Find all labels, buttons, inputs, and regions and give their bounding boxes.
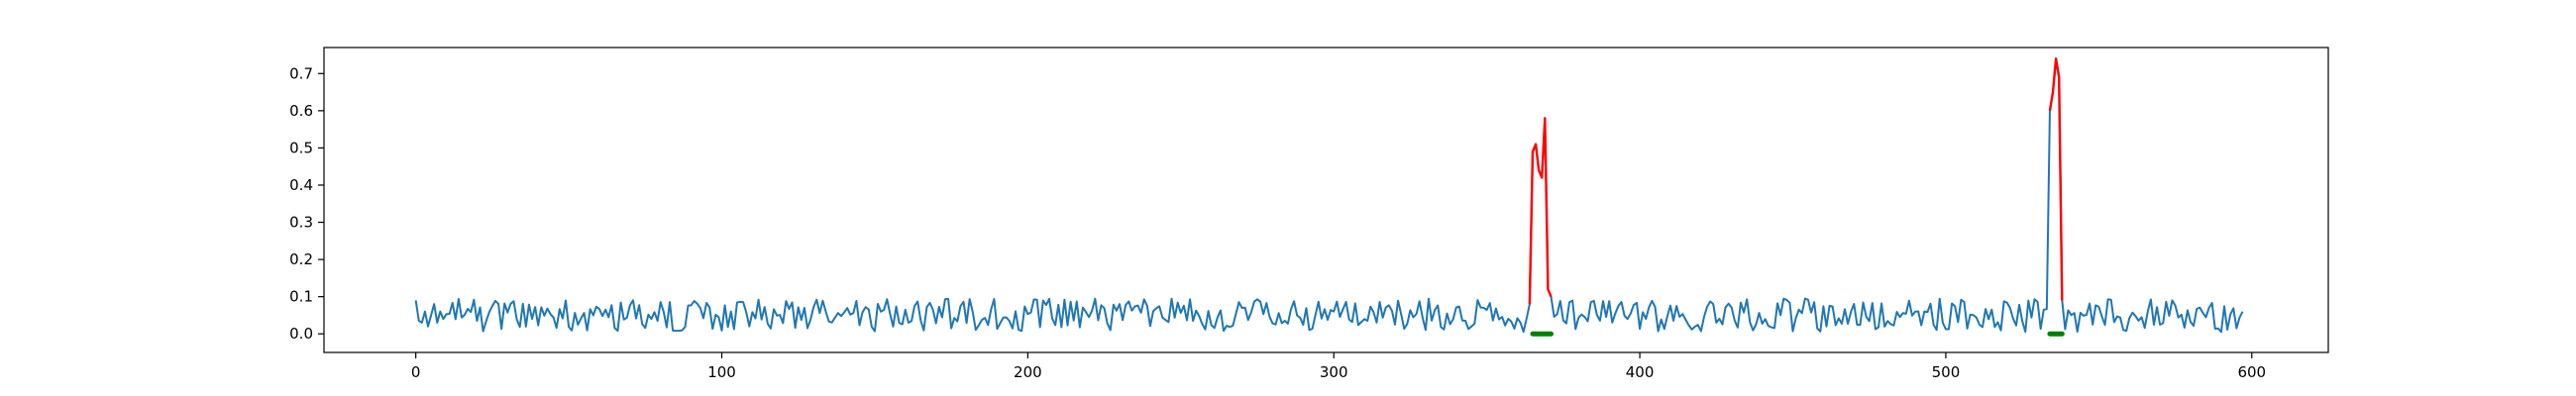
x-tick-label-500: 500 (1932, 363, 1961, 381)
y-tick-label-1: 0.1 (289, 288, 313, 306)
anomaly-line-2 (2048, 57, 2064, 301)
plot-area (414, 57, 2244, 337)
y-tick-label-3: 0.3 (289, 214, 313, 232)
x-tick-label-100: 100 (707, 363, 736, 381)
anomaly-line-1 (1528, 117, 1553, 305)
axes: 0 100 200 300 400 500 600 0.0 0.1 0.2 0.3 0.4 0.5 0.6… (289, 47, 2329, 381)
axes-frame (323, 47, 2329, 353)
signal-line (414, 57, 2244, 334)
y-tick-label-6: 0.6 (289, 102, 313, 120)
y-tick-label-5: 0.5 (289, 139, 313, 156)
x-tick-label-300: 300 (1320, 363, 1348, 381)
x-tick-label-200: 200 (1014, 363, 1042, 381)
x-tick-label-0: 0 (411, 363, 421, 381)
y-tick-label-4: 0.4 (289, 176, 313, 194)
y-tick-label-0: 0.0 (289, 325, 313, 343)
x-tick-label-400: 400 (1626, 363, 1655, 381)
x-tick-label-600: 600 (2237, 363, 2266, 381)
y-tick-label-7: 0.7 (289, 64, 313, 82)
y-tick-label-2: 0.2 (289, 250, 313, 268)
